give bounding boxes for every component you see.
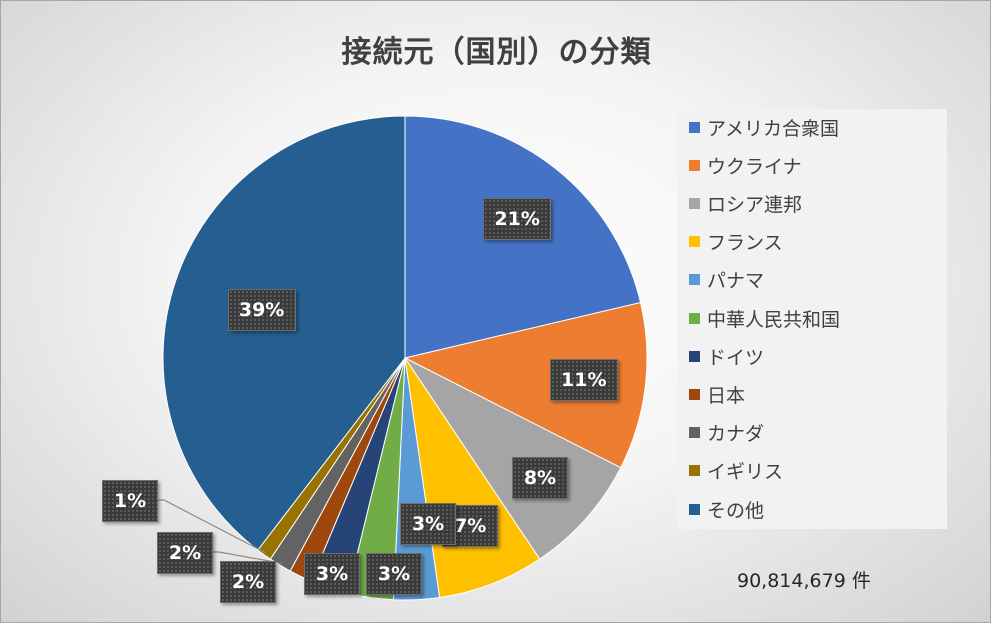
total-count: 90,814,679 件 (737, 570, 871, 592)
legend-swatch (689, 312, 700, 324)
legend-label: 中華人民共和国 (707, 308, 841, 331)
data-label: 21% (483, 197, 552, 240)
legend-label: フランス (707, 232, 783, 255)
legend-label: 日本 (707, 384, 746, 407)
data-label: 3% (400, 503, 456, 545)
legend-label: ウクライナ (707, 155, 802, 178)
legend-entry: パナマ (689, 268, 764, 292)
data-label: 1% (102, 480, 158, 522)
legend-entry: アメリカ合衆国 (689, 115, 840, 140)
legend: アメリカ合衆国 ウクライナロシア連邦フランスパナマ中華人民共和国 ドイツ日本カナダイ… (677, 109, 947, 529)
pie-slice (403, 301, 648, 469)
legend-entry: フランス (689, 230, 783, 254)
data-label: 3% (304, 553, 360, 595)
legend-entry: カナダ (689, 421, 764, 445)
legend-entry: 中華人民共和国 (689, 306, 841, 331)
legend-entry: ロシア連邦 (689, 191, 803, 216)
leader-line (156, 499, 266, 554)
legend-entry: 日本 (689, 382, 746, 407)
pie-slice (162, 115, 406, 551)
legend-swatch (689, 236, 700, 248)
data-label: 2% (220, 561, 276, 603)
data-label: 8% (511, 456, 568, 499)
legend-swatch (689, 159, 700, 171)
legend-entry: ウクライナ (689, 153, 802, 178)
chart-title: 接続元（国別）の分類 (341, 35, 652, 70)
legend-swatch (689, 197, 700, 209)
legend-swatch (689, 388, 700, 400)
data-label: 3% (366, 553, 422, 595)
legend-entry: イギリス (689, 459, 783, 483)
legend-label: イギリス (707, 461, 784, 484)
legend-entry: その他 (689, 497, 765, 522)
legend-label: ロシア連邦 (707, 193, 803, 216)
legend-label: カナダ (707, 423, 765, 446)
legend-label: その他 (707, 499, 765, 522)
data-label: 39% (227, 289, 296, 332)
legend-label: アメリカ合衆国 (707, 117, 840, 140)
legend-swatch (689, 274, 700, 286)
legend-entry: ドイツ (689, 344, 765, 369)
legend-swatch (689, 465, 700, 477)
data-label: 2% (157, 532, 213, 574)
legend-swatch (689, 350, 700, 362)
legend-swatch (689, 503, 700, 515)
data-label: 11% (549, 359, 618, 402)
legend-swatch (689, 121, 700, 133)
legend-label: ドイツ (707, 346, 765, 369)
leader-line (211, 551, 282, 564)
legend-label: パナマ (707, 270, 765, 293)
legend-swatch (689, 427, 700, 439)
